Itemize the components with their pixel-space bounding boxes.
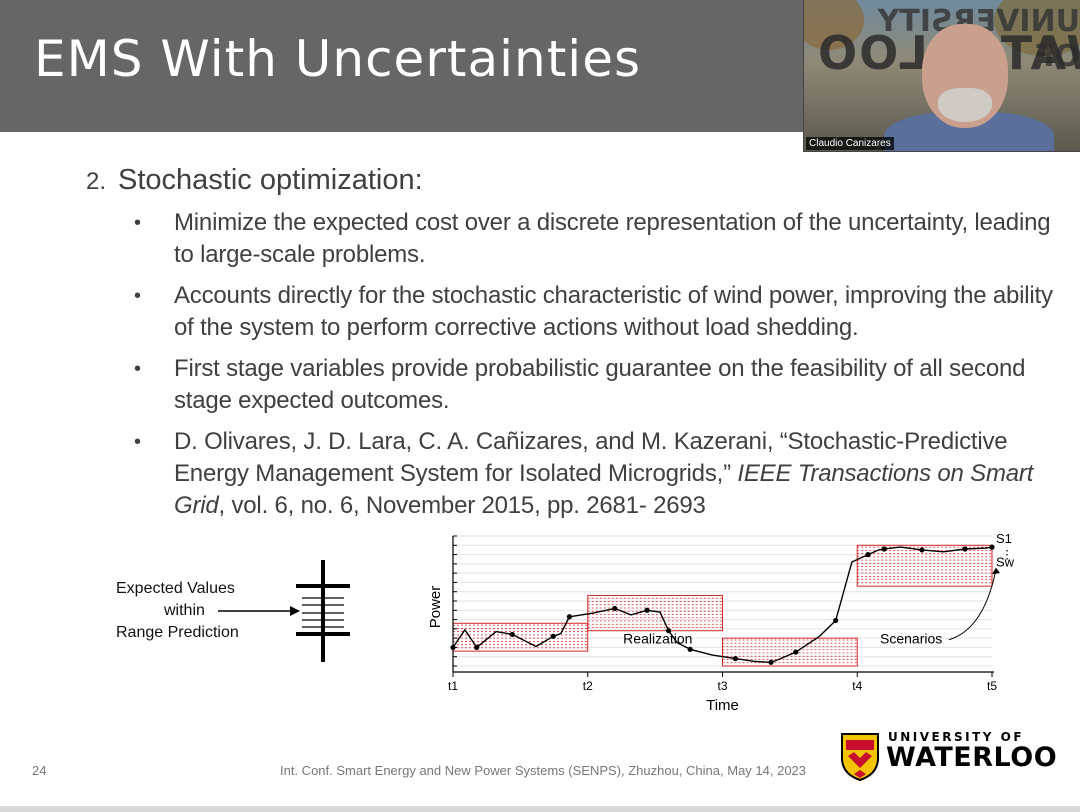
realization-annotation: Realization [623, 631, 692, 647]
bullet-text: Accounts directly for the stochastic cha… [174, 282, 1053, 341]
bullet-text: Minimize the expected cost over a discre… [174, 209, 1051, 268]
realization-point [644, 607, 650, 613]
scenario-band [722, 637, 858, 667]
scenario-chart: t1 t2 t3 t4 t5 Time Power Realization Scenarios S… [427, 531, 1015, 714]
bullet-dot: • [134, 285, 141, 307]
shield-crest-icon [841, 733, 879, 782]
x-axis-label: Time [706, 697, 739, 714]
range-label-line1: Expected Values [116, 580, 235, 597]
realization-point [566, 614, 573, 620]
participant-name-label: Claudio Canizares [806, 137, 894, 150]
realization-point [687, 646, 693, 652]
heading-number: 2. [86, 168, 107, 195]
realization-point [865, 551, 871, 558]
realization-point [666, 628, 672, 634]
realization-point [919, 547, 925, 553]
range-prediction-figure: Expected Values within Range Prediction [110, 558, 370, 668]
bullet-item: • First stage variables provide probabili… [134, 353, 1064, 417]
bullet-list: • Minimize the expected cost over a discr… [134, 207, 1064, 531]
scenario-band [856, 544, 993, 587]
scenario-label-s1: S1 [996, 531, 1012, 546]
video-tile[interactable]: UNIVERSITY OF WATERLOO Claudio Canizares [803, 0, 1080, 152]
x-tick-label: t1 [448, 679, 458, 693]
scenario-label-sw: Sw [996, 555, 1015, 570]
x-tick-label: t4 [852, 679, 862, 693]
realization-line [452, 546, 993, 663]
logo-line1: UNIVERSITY OF [888, 730, 1025, 744]
conference-footer: Int. Conf. Smart Energy and New Power Sy… [280, 763, 807, 778]
realization-point [962, 546, 968, 552]
range-glyph [218, 560, 350, 662]
realization-point [793, 649, 799, 655]
bullet-dot: • [134, 431, 141, 453]
x-tick-label: t2 [583, 679, 593, 693]
reference-details: , vol. 6, no. 6, November 2015, pp. 2681… [218, 492, 706, 519]
slide-title: EMS With Uncertainties [34, 30, 642, 88]
title-bar: EMS With Uncertainties [0, 0, 803, 132]
x-tick-label: t3 [717, 679, 727, 693]
bullet-item: • Minimize the expected cost over a discr… [134, 207, 1064, 271]
bullet-dot: • [134, 358, 141, 380]
range-arrow-head [290, 606, 300, 616]
bottom-rule [0, 806, 1080, 812]
realization-point [450, 644, 456, 651]
section-heading: 2. Stochastic optimization: [86, 164, 423, 197]
page-number: 24 [32, 763, 47, 778]
reference-journal: IEEE Transactions on Smart Grid [174, 460, 1034, 519]
range-label-line2: within [164, 602, 205, 619]
logo-line2: WATERLOO [886, 742, 1058, 773]
reference-authors-title: D. Olivares, J. D. Lara, C. A. Cañizares… [174, 428, 1008, 487]
realization-point [881, 546, 887, 552]
reference-bullet: • D. Olivares, J. D. Lara, C. A. Cañizare… [134, 426, 1064, 522]
scenarios-annotation: Scenarios [880, 631, 942, 647]
scenarios-arrow [949, 569, 997, 641]
realization-point [612, 605, 618, 612]
bullet-dot: • [134, 212, 141, 234]
x-tick-label: t5 [987, 679, 997, 693]
heading-text: Stochastic optimization: [118, 164, 423, 196]
realization-point [732, 655, 739, 662]
y-axis-label: Power [427, 586, 444, 629]
realization-point [989, 544, 995, 550]
realization-point [833, 617, 839, 624]
scenarios-arrow-head [992, 567, 1000, 575]
scenario-label-dots: ⋮ [1001, 547, 1013, 561]
range-label-line3: Range Prediction [116, 624, 239, 641]
participant-beard [938, 88, 992, 122]
realization-point [550, 633, 556, 639]
bullet-text: First stage variables provide probabilis… [174, 355, 1026, 414]
realization-point [768, 659, 774, 665]
university-logo: UNIVERSITY OF WATERLOO [840, 728, 1060, 788]
realization-point [509, 631, 515, 638]
scenario-band [587, 594, 723, 632]
bullet-item: • Accounts directly for the stochastic ch… [134, 280, 1064, 344]
realization-point [474, 644, 480, 651]
